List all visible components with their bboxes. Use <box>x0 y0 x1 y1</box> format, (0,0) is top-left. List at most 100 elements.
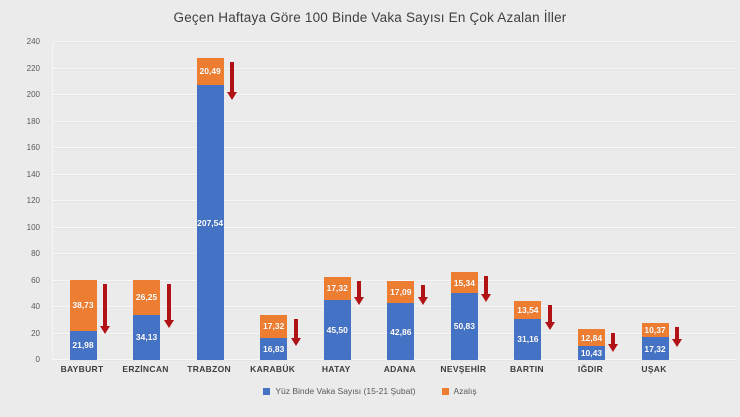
legend: Yüz Binde Vaka Sayısı (15-21 Şubat) Azal… <box>0 386 740 396</box>
arrow-shaft <box>484 276 489 295</box>
y-tick-label: 220 <box>26 63 40 73</box>
legend-item-decrease: Azalış <box>441 386 477 396</box>
decrease-arrow-icon <box>163 283 174 328</box>
arrow-head <box>608 344 619 353</box>
legend-item-cases: Yüz Binde Vaka Sayısı (15-21 Şubat) <box>263 386 416 396</box>
arrow-head <box>354 296 365 305</box>
bar-value-label: 13,54 <box>517 304 539 315</box>
x-axis-label: UŞAK <box>641 364 667 374</box>
bar-segment-cases: 34,13 <box>133 314 161 360</box>
bar-segment-cases: 21,98 <box>69 330 97 360</box>
gridline <box>53 41 737 42</box>
arrow-shaft <box>611 333 616 345</box>
bar-value-label: 12,84 <box>580 332 603 343</box>
legend-swatch-cases-icon <box>263 387 271 395</box>
bar-value-label: 38,73 <box>72 300 94 311</box>
gridline <box>53 120 737 122</box>
gridline <box>53 147 737 148</box>
bar-segment-decrease: 26,25 <box>133 280 161 315</box>
gridline <box>53 226 737 228</box>
arrow-head <box>417 296 428 305</box>
legend-swatch-decrease-icon <box>441 387 449 395</box>
decrease-arrow-icon <box>354 280 365 305</box>
bar-value-label: 21,98 <box>72 340 94 351</box>
bar-value-label: 45,50 <box>326 324 348 335</box>
bar-segment-cases: 42,86 <box>387 303 415 360</box>
x-axis-label: KARABÜK <box>250 364 296 374</box>
bar-value-label: 10,37 <box>644 325 666 336</box>
x-axis-label: TRABZON <box>187 364 231 374</box>
y-tick-label: 0 <box>35 355 40 364</box>
bar-value-label: 10,43 <box>580 348 603 359</box>
bar-value-label: 15,34 <box>453 277 475 288</box>
y-tick-label: 120 <box>26 196 40 205</box>
arrow-head <box>481 294 492 303</box>
arrow-shaft <box>357 280 362 297</box>
gridline <box>53 173 737 175</box>
y-tick-label: 20 <box>31 328 40 338</box>
bar-segment-cases: 16,83 <box>260 337 288 360</box>
arrow-shaft <box>675 327 680 340</box>
arrow-head <box>290 337 301 346</box>
y-tick-label: 140 <box>26 169 40 179</box>
x-axis: BAYBURT ERZİNCAN TRABZON KARABÜK HATAY ADANA N… <box>52 364 737 378</box>
x-axis-label: BAYBURT <box>60 364 104 374</box>
y-tick-label: 80 <box>31 249 40 258</box>
bar-segment-decrease: 38,73 <box>69 279 97 331</box>
arrow-shaft <box>166 283 171 320</box>
arrow-head <box>672 339 683 348</box>
gridline <box>53 67 737 69</box>
bar-value-label: 207,54 <box>197 217 224 228</box>
legend-label-cases: Yüz Binde Vaka Sayısı (15-21 Şubat) <box>275 386 416 396</box>
arrow-shaft <box>293 318 298 338</box>
plot-area: 21,98 38,73 34,13 26,25 207,54 20,49 16,83 17,3… <box>52 41 737 360</box>
decrease-arrow-icon <box>227 61 238 100</box>
bar-value-label: 20,49 <box>199 66 221 77</box>
decrease-arrow-icon <box>672 327 683 348</box>
x-axis-label: ERZİNCAN <box>122 364 169 374</box>
decrease-arrow-icon <box>544 304 555 330</box>
gridline <box>53 200 737 201</box>
bar-value-label: 50,83 <box>453 321 475 332</box>
bar-value-label: 34,13 <box>135 332 158 343</box>
arrow-head <box>100 325 110 334</box>
bar-segment-decrease: 13,54 <box>514 300 542 319</box>
x-axis-label: NEVŞEHİR <box>440 364 487 374</box>
bar-value-label: 31,16 <box>517 334 539 345</box>
bar-segment-cases: 50,83 <box>450 292 478 360</box>
arrow-shaft <box>420 284 425 297</box>
y-tick-label: 200 <box>26 90 40 99</box>
bar-value-label: 26,25 <box>135 292 158 303</box>
y-tick-label: 40 <box>31 302 40 311</box>
bar-segment-cases: 45,50 <box>323 299 351 360</box>
y-axis: 0 20 40 60 80 100 120 140 160 180 200 220 240 <box>0 37 46 364</box>
bar-segment-decrease: 17,32 <box>323 276 351 300</box>
gridline <box>53 94 737 95</box>
bar-segment-decrease: 17,32 <box>260 314 288 338</box>
x-axis-label: BARTIN <box>509 364 544 374</box>
bar-segment-cases: 17,32 <box>641 337 669 360</box>
bar-value-label: 17,32 <box>644 343 666 354</box>
bar-value-label: 17,09 <box>390 286 412 297</box>
x-axis-label: HATAY <box>321 364 351 374</box>
bar-segment-decrease: 17,09 <box>387 280 415 304</box>
y-tick-label: 180 <box>26 116 40 126</box>
gridline <box>53 253 737 254</box>
x-axis-label: ADANA <box>383 364 416 374</box>
bar-value-label: 42,86 <box>390 326 412 337</box>
decrease-arrow-icon <box>481 276 492 303</box>
chart-title: Geçen Haftaya Göre 100 Binde Vaka Sayısı… <box>173 10 567 25</box>
bar-segment-cases: 31,16 <box>514 318 542 360</box>
arrow-head <box>163 319 174 328</box>
bar-segment-decrease: 12,84 <box>577 329 605 347</box>
y-tick-label: 240 <box>26 37 40 46</box>
bar-value-label: 17,32 <box>263 321 285 332</box>
decrease-arrow-icon <box>417 284 428 305</box>
legend-label-decrease: Azalış <box>453 386 477 396</box>
bar-segment-cases: 10,43 <box>577 346 605 360</box>
bar-value-label: 16,83 <box>263 343 285 354</box>
decrease-arrow-icon <box>608 333 619 353</box>
y-tick-label: 100 <box>26 222 40 232</box>
arrow-head <box>544 321 555 330</box>
